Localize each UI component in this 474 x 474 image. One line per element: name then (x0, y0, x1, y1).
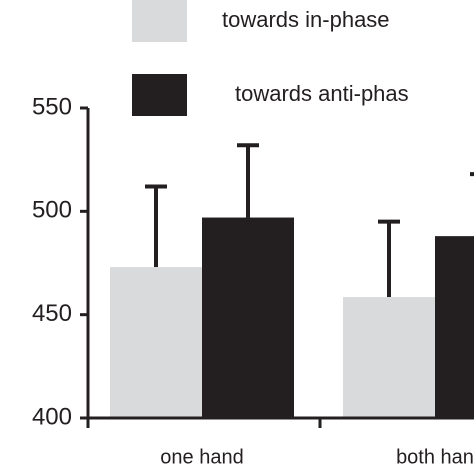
x-tick-label: both han (396, 446, 474, 468)
legend-label: towards in-phase (222, 7, 390, 32)
y-tick-label: 450 (32, 300, 72, 327)
legend-swatch (132, 74, 187, 116)
y-tick-label: 500 (32, 197, 72, 224)
bar (202, 217, 294, 418)
bar (435, 236, 474, 418)
bar (110, 267, 202, 418)
y-tick-label: 400 (32, 403, 72, 430)
y-tick-label: 550 (32, 93, 72, 120)
legend-label: towards anti-phas (235, 81, 409, 106)
legend-swatch (132, 0, 187, 42)
x-tick-label: one hand (160, 446, 243, 468)
bar (343, 297, 435, 418)
